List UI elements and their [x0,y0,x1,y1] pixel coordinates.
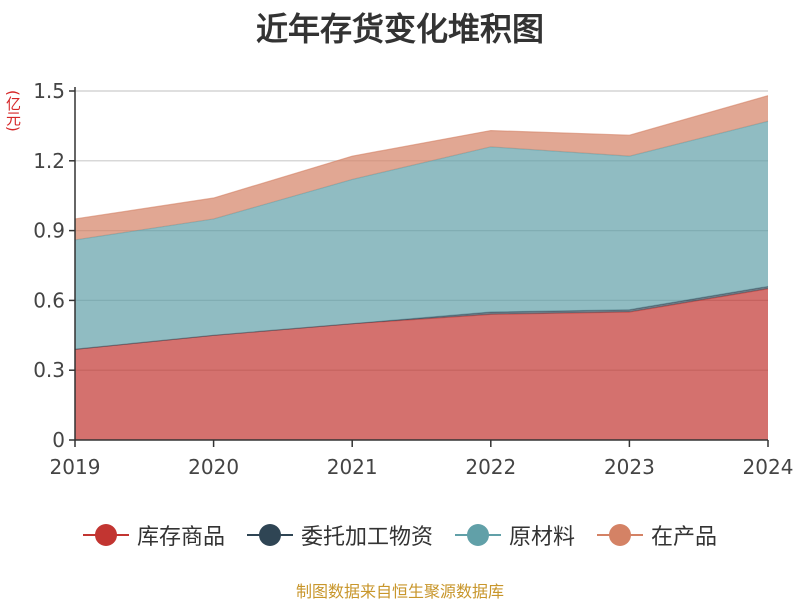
legend-item[interactable]: 委托加工物资 [246,519,433,551]
legend-marker-icon [455,524,501,546]
legend-label: 委托加工物资 [300,525,433,550]
legend-item[interactable]: 在产品 [597,519,717,551]
y-tick-labels: 0 0.3 0.6 0.9 1.2 1.5 [33,79,65,452]
legend-marker-icon [597,524,644,546]
y-tick-label: 0.3 [33,358,65,382]
legend-item[interactable]: 原材料 [455,519,575,551]
y-tick-label: 0.9 [33,219,65,243]
legend-item[interactable]: 库存商品 [82,519,225,551]
axes [69,87,769,447]
y-tick-label: 1.2 [33,149,65,173]
chart-title: 近年存货变化堆积图 [255,10,544,48]
legend-marker-icon [82,524,129,546]
x-tick-label: 2022 [465,455,516,479]
legend-label: 原材料 [509,525,576,550]
area-在产品 [75,95,768,240]
series-line-委托加工物资 [74,285,769,350]
legend: 库存商品 委托加工物资 原材料 在产品 [0,515,800,555]
series-line-在产品 [74,95,769,220]
x-tick-label: 2019 [50,455,101,479]
x-tick-labels: 2019 2020 2021 2022 2023 2024 [50,455,794,479]
y-tick-label: 1.5 [33,79,65,103]
area-库存商品 [75,288,768,440]
legend-marker-icon [246,524,293,546]
x-tick-label: 2021 [327,455,378,479]
y-tick-label: 0 [52,428,65,452]
data-source-note: 制图数据来自恒生聚源数据库 [295,582,504,601]
y-tick-label: 0.6 [33,288,65,312]
x-tick-label: 2024 [743,455,794,479]
area-series [74,95,769,440]
y-axis-unit-label: (亿元) [4,90,22,132]
legend-label: 库存商品 [136,525,225,550]
x-tick-label: 2023 [604,455,655,479]
x-tick-label: 2020 [188,455,239,479]
area-原材料 [75,121,768,350]
legend-label: 在产品 [651,525,718,550]
